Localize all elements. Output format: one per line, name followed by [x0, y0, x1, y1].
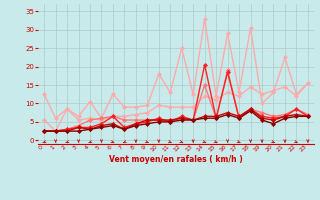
X-axis label: Vent moyen/en rafales ( km/h ): Vent moyen/en rafales ( km/h ) — [109, 155, 243, 164]
